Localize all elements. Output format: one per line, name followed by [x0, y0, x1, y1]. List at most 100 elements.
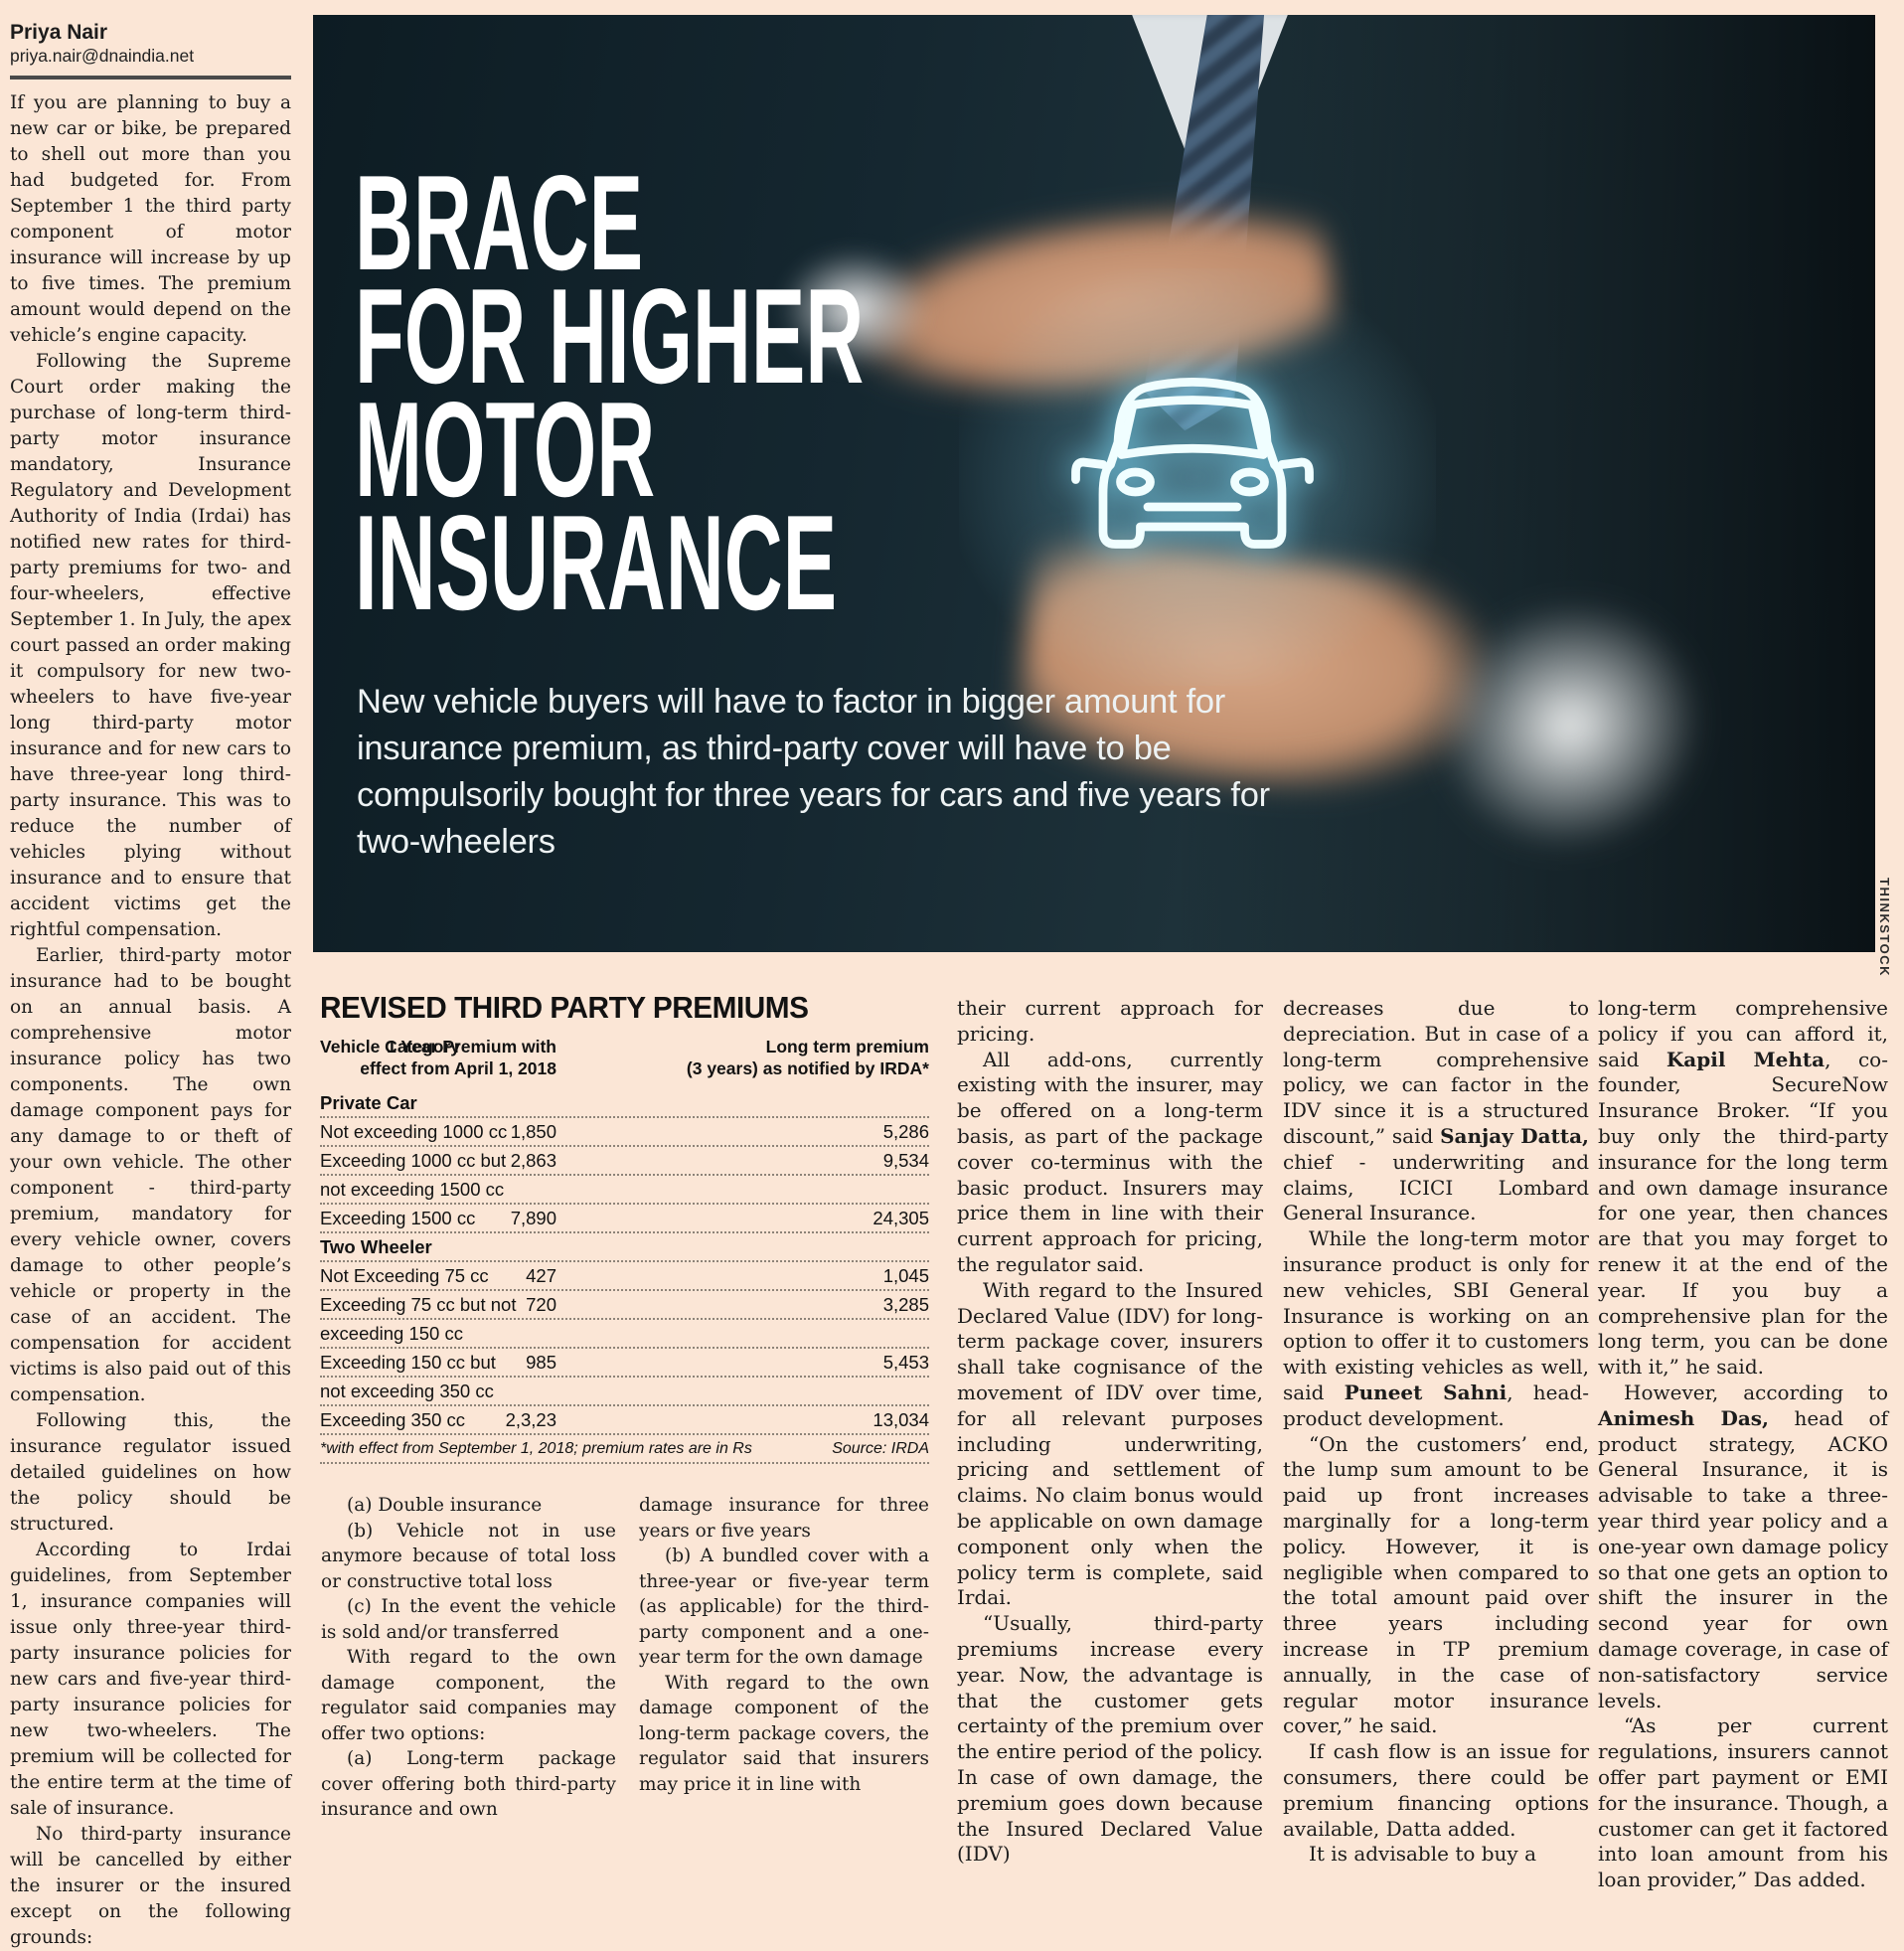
cell-vehicle-category: exceeding 150 cc: [320, 1323, 463, 1344]
cell-one-year-premium: 2,863: [510, 1150, 556, 1171]
cell-vehicle-category: Exceeding 1000 cc but: [320, 1150, 507, 1171]
newspaper-page: { "byline": {"name": "Priya Nair", "emai…: [10, 15, 1892, 1948]
article-paragraph: their current approach for pricing.: [957, 996, 1263, 1046]
cell-vehicle-category: Private Car: [320, 1092, 417, 1113]
table-row: Not exceeding 1000 cc 1,850 5,286: [320, 1118, 929, 1147]
article-paragraph: (a) Double insurance: [347, 1495, 543, 1516]
article-paragraph: However, according to Animesh Das, head …: [1598, 1380, 1888, 1712]
cell-vehicle-category: Two Wheeler: [320, 1236, 432, 1257]
car-glow: [959, 268, 1436, 686]
header-one-year-line2: effect from April 1, 2018: [360, 1058, 556, 1078]
left-column: Priya Nair priya.nair@dnaindia.net If yo…: [10, 20, 291, 1951]
cell-vehicle-category: Not exceeding 1000 cc: [320, 1121, 508, 1142]
table-row: not exceeding 1500 cc: [320, 1176, 929, 1205]
header-long-term-line2: (3 years) as notified by IRDA*: [686, 1058, 929, 1078]
article-paragraph: If you are planning to buy a new car or …: [10, 92, 291, 346]
cell-long-term-premium: 24,305: [873, 1208, 929, 1228]
article-paragraph: “On the customers’ end, the lump sum amo…: [1283, 1431, 1589, 1738]
table-row: exceeding 150 cc: [320, 1320, 929, 1349]
table-row: Exceeding 1000 cc but 2,863 9,534: [320, 1147, 929, 1176]
header-vehicle-category: Vehicle Category: [320, 1037, 461, 1057]
header-long-term-line1: Long term premium: [765, 1037, 929, 1057]
table-row: Exceeding 150 cc but 985 5,453: [320, 1349, 929, 1378]
article-column-6: long-term comprehensive policy if you ca…: [1598, 996, 1888, 1893]
table-header: Vehicle Category 1 Year Premium with eff…: [320, 1033, 929, 1089]
article-paragraph: With regard to the own damage component …: [639, 1672, 929, 1795]
cell-one-year-premium: 7,890: [510, 1208, 556, 1228]
article-paragraph: All add-ons, currently existing with the…: [957, 1047, 1263, 1276]
article-paragraph: “Usually, third-party premiums increase …: [957, 1611, 1263, 1867]
cell-long-term-premium: 13,034: [873, 1409, 929, 1430]
article-paragraph: damage insurance for three years or five…: [639, 1495, 929, 1542]
cell-long-term-premium: 1,045: [882, 1265, 929, 1286]
article-paragraph: With regard to the Insured Declared Valu…: [957, 1277, 1263, 1610]
headline: BRACE FOR HIGHER MOTOR INSURANCE: [355, 147, 1203, 638]
cell-one-year-premium: 1,850: [510, 1121, 556, 1142]
table-row: Exceeding 350 cc 2,3,23 13,034: [320, 1406, 929, 1435]
headline-line-3: MOTOR: [355, 374, 656, 525]
article-paragraph: Earlier, third-party motor insurance had…: [10, 945, 291, 1405]
author-name: Priya Nair: [10, 21, 108, 44]
article-paragraph: If cash flow is an issue for consumers, …: [1283, 1739, 1589, 1841]
cell-one-year-premium: 2,3,23: [505, 1409, 556, 1430]
table-section-row: Private Car: [320, 1089, 929, 1118]
article-column-4: their current approach for pricing. All a…: [957, 996, 1263, 1868]
upper-cuff-shape: [780, 248, 929, 368]
article-paragraph: (a) Long-term package cover offering bot…: [321, 1748, 616, 1820]
article-paragraph: It is advisable to buy a: [1309, 1842, 1537, 1867]
byline: Priya Nair priya.nair@dnaindia.net: [10, 20, 291, 67]
article-paragraph: According to Irdai guidelines, from Sept…: [10, 1540, 291, 1819]
author-email: priya.nair@dnaindia.net: [10, 46, 195, 66]
header-one-year-line1: 1 Year Premium with: [387, 1037, 556, 1057]
article-paragraph: While the long-term motor insurance prod…: [1283, 1226, 1590, 1430]
article-paragraph: (c) In the event the vehicle is sold and…: [321, 1596, 616, 1643]
cell-long-term-premium: 3,285: [882, 1294, 929, 1315]
cell-vehicle-category: Exceeding 1500 cc: [320, 1208, 476, 1228]
article-column-3: damage insurance for three years or five…: [639, 1493, 929, 1797]
cell-long-term-premium: 9,534: [882, 1150, 929, 1171]
cell-vehicle-category: Not Exceeding 75 cc: [320, 1265, 489, 1286]
table-title: REVISED THIRD PARTY PREMIUMS: [320, 990, 809, 1025]
headline-line-4: INSURANCE: [355, 487, 838, 638]
cell-long-term-premium: 5,286: [882, 1121, 929, 1142]
cell-vehicle-category: not exceeding 1500 cc: [320, 1179, 505, 1200]
premiums-table: REVISED THIRD PARTY PREMIUMS Vehicle Cat…: [320, 990, 929, 1464]
table-footer: *with effect from September 1, 2018; pre…: [320, 1435, 929, 1464]
headline-line-2: FOR HIGHER: [355, 260, 865, 411]
table-footnote: *with effect from September 1, 2018; pre…: [320, 1440, 752, 1457]
header-long-term-premium: Long term premium (3 years) as notified …: [687, 1036, 929, 1079]
article-column-2: (a) Double insurance (b) Vehicle not in u…: [321, 1493, 616, 1823]
car-front-icon: [1071, 378, 1314, 549]
article-column-1: If you are planning to buy a new car or …: [10, 90, 291, 1951]
person-name: Kapil Mehta: [1666, 1047, 1825, 1071]
cell-one-year-premium: 985: [526, 1352, 556, 1373]
article-paragraph: No third-party insurance will be cancell…: [10, 1824, 291, 1948]
table-body: Private Car Not exceeding 1000 cc 1,850 5,2…: [320, 1089, 929, 1435]
person-name: Sanjay Datta,: [1440, 1123, 1589, 1148]
cell-one-year-premium: 720: [526, 1294, 556, 1315]
lead-photo: BRACE FOR HIGHER MOTOR INSURANCE New veh…: [313, 15, 1875, 952]
standfirst: New vehicle buyers will have to factor i…: [357, 683, 1270, 861]
cell-vehicle-category: Exceeding 150 cc but: [320, 1352, 496, 1373]
photo-credit: THINKSTOCK: [1877, 878, 1892, 977]
article-paragraph: (b) Vehicle not in use anymore because o…: [321, 1520, 616, 1592]
table-row: Exceeding 75 cc but not 720 3,285: [320, 1291, 929, 1320]
article-paragraph: decreases due to depreciation. But in ca…: [1283, 996, 1589, 1225]
person-name: Puneet Sahni: [1344, 1380, 1507, 1404]
table-row: Exceeding 1500 cc 7,890 24,305: [320, 1205, 929, 1233]
article-paragraph: long-term comprehensive policy if you ca…: [1598, 996, 1888, 1380]
article-paragraph: Following the Supreme Court order making…: [10, 351, 291, 940]
cell-vehicle-category: not exceeding 350 cc: [320, 1381, 494, 1401]
table-source: Source: IRDA: [832, 1440, 929, 1457]
table-row: not exceeding 350 cc: [320, 1378, 929, 1406]
article-paragraph: “As per current regulations, insurers ca…: [1598, 1713, 1888, 1892]
table-row: Not Exceeding 75 cc 427 1,045: [320, 1262, 929, 1291]
headline-line-1: BRACE: [355, 147, 644, 298]
person-name: Animesh Das,: [1598, 1405, 1770, 1430]
article-column-5: decreases due to depreciation. But in ca…: [1283, 996, 1589, 1868]
header-one-year-premium: 1 Year Premium with effect from April 1,…: [360, 1036, 556, 1079]
article-paragraph: With regard to the own damage component,…: [321, 1647, 616, 1744]
cell-vehicle-category: Exceeding 350 cc: [320, 1409, 466, 1430]
article-paragraph: Following this, the insurance regulator …: [10, 1410, 291, 1535]
article-paragraph: (b) A bundled cover with a three-year or…: [639, 1545, 929, 1668]
